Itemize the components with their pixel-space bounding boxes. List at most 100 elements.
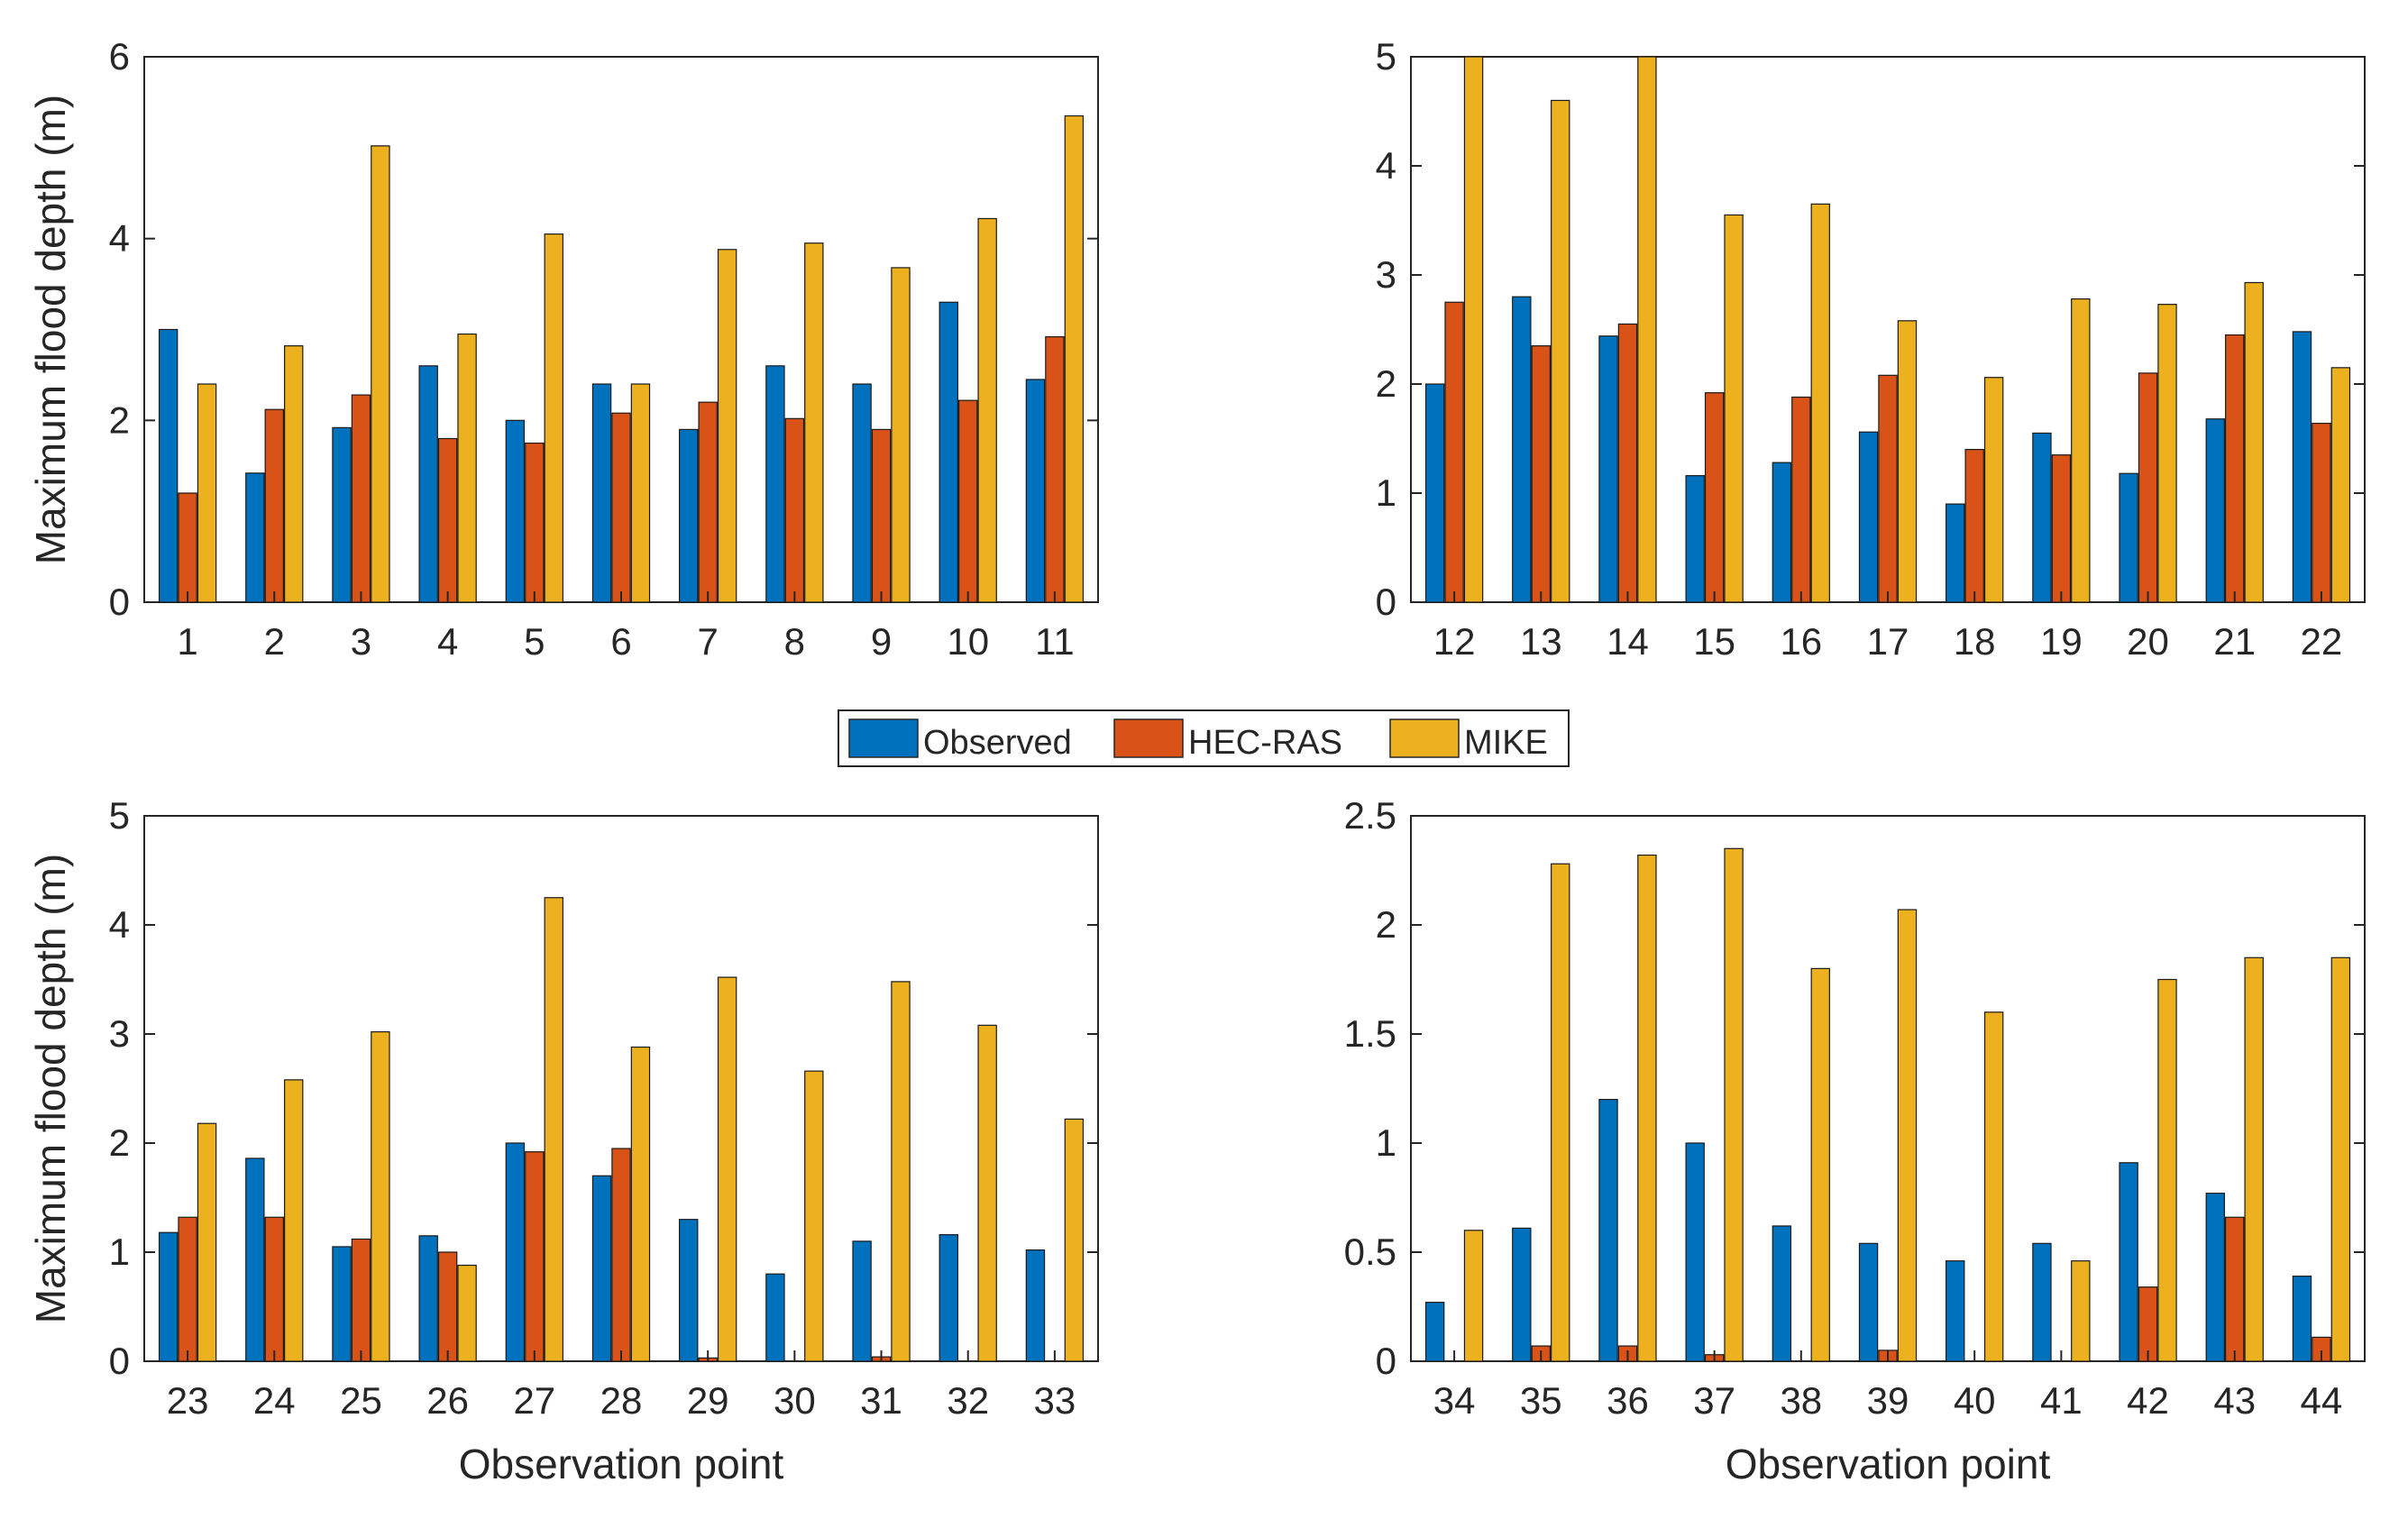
bar-observed-point-5 [505, 419, 526, 603]
x-tick-label-19: 19 [2040, 620, 2083, 663]
bar-mike-point-30 [804, 1070, 824, 1362]
x-tick-label-6: 6 [610, 620, 631, 663]
bar-mike-point-18 [1983, 377, 2004, 603]
x-tick-label-3: 3 [351, 620, 371, 663]
bar-hecras-point-5 [525, 442, 545, 603]
bar-hecras-point-11 [1045, 335, 1065, 603]
bar-observed-point-42 [2119, 1162, 2138, 1362]
bar-observed-point-14 [1598, 335, 1618, 603]
y-tick-label: 2 [1376, 362, 1396, 405]
bar-mike-point-42 [2157, 978, 2177, 1362]
x-tick-label-18: 18 [1954, 620, 1996, 663]
bar-mike-point-9 [891, 267, 911, 603]
bar-hecras-point-9 [871, 428, 892, 603]
bar-observed-point-21 [2205, 418, 2225, 603]
bar-hecras-point-19 [2051, 454, 2072, 603]
x-tick-label-7: 7 [698, 620, 719, 663]
bar-observed-point-12 [1424, 383, 1445, 603]
bar-observed-point-41 [2032, 1242, 2052, 1362]
bar-observed-point-32 [938, 1234, 958, 1362]
bar-mike-point-29 [717, 976, 737, 1362]
y-axis-label: Maximum flood depth (m) [27, 95, 74, 565]
bar-observed-point-4 [418, 365, 438, 603]
legend-label-mike: MIKE [1464, 724, 1548, 762]
x-tick-label-20: 20 [2127, 620, 2169, 663]
y-tick-label: 2.5 [1344, 794, 1396, 837]
bar-observed-point-24 [245, 1158, 265, 1362]
bar-observed-point-40 [1946, 1260, 1965, 1362]
bar-observed-point-34 [1424, 1302, 1445, 1362]
bar-observed-point-36 [1598, 1098, 1618, 1362]
bar-mike-point-8 [804, 242, 824, 603]
bar-observed-point-23 [158, 1231, 179, 1362]
legend-swatch-hecras [1113, 718, 1184, 758]
bar-hecras-point-20 [2138, 372, 2158, 603]
y-tick-label: 2 [109, 1121, 130, 1164]
y-tick-label: 1 [109, 1231, 130, 1273]
bar-mike-point-44 [2330, 956, 2351, 1362]
bar-hecras-point-8 [784, 417, 805, 603]
bar-mike-point-17 [1897, 320, 1918, 603]
bar-mike-point-43 [2244, 956, 2264, 1362]
bar-observed-point-1 [158, 328, 179, 603]
y-tick-label: 1.5 [1344, 1012, 1396, 1055]
y-tick-label: 0 [1376, 1340, 1396, 1382]
bar-hecras-point-23 [178, 1216, 197, 1362]
y-tick-label: 1 [1376, 1121, 1396, 1164]
bar-observed-point-28 [591, 1175, 612, 1362]
bar-hecras-point-25 [351, 1238, 371, 1362]
x-tick-label-30: 30 [774, 1379, 816, 1422]
bar-mike-point-38 [1810, 967, 1830, 1362]
bar-hecras-point-14 [1617, 323, 1638, 603]
x-axis-label: Observation point [1726, 1441, 2051, 1487]
bar-mike-point-12 [1463, 56, 1484, 603]
bar-observed-point-16 [1772, 462, 1792, 603]
x-tick-label-10: 10 [947, 620, 989, 663]
y-tick-label: 0 [1376, 581, 1396, 623]
bar-observed-point-9 [852, 383, 872, 603]
x-tick-label-17: 17 [1867, 620, 1909, 663]
x-tick-label-21: 21 [2213, 620, 2256, 663]
bar-observed-point-17 [1858, 431, 1879, 603]
bar-observed-point-2 [245, 472, 265, 603]
legend-swatch-observed [848, 718, 919, 758]
bar-observed-point-35 [1512, 1227, 1532, 1362]
x-tick-label-44: 44 [2301, 1379, 2343, 1422]
x-tick-label-26: 26 [426, 1379, 469, 1422]
legend-label-hecras: HEC-RAS [1188, 724, 1342, 762]
x-tick-label-38: 38 [1780, 1379, 1822, 1422]
y-tick-label: 0 [109, 1340, 130, 1382]
bar-mike-point-6 [630, 383, 651, 603]
bar-observed-point-18 [1946, 503, 1965, 603]
x-tick-label-28: 28 [600, 1379, 643, 1422]
bar-mike-point-24 [284, 1079, 304, 1362]
x-tick-label-1: 1 [177, 620, 197, 663]
bar-hecras-point-3 [351, 394, 371, 603]
bar-hecras-point-42 [2138, 1286, 2158, 1362]
bar-mike-point-34 [1463, 1230, 1484, 1362]
bar-mike-point-22 [2330, 367, 2351, 603]
x-tick-label-16: 16 [1780, 620, 1822, 663]
bar-mike-point-7 [717, 249, 737, 603]
bar-mike-point-26 [457, 1264, 477, 1362]
bar-mike-point-35 [1551, 863, 1570, 1362]
legend-label-observed: Observed [923, 724, 1072, 762]
bar-mike-point-36 [1637, 854, 1657, 1362]
bar-observed-point-27 [505, 1142, 526, 1362]
bar-observed-point-6 [591, 383, 612, 603]
bar-observed-point-10 [938, 301, 958, 603]
bar-hecras-point-15 [1704, 392, 1725, 603]
x-tick-label-13: 13 [1520, 620, 1562, 663]
bar-hecras-point-1 [178, 492, 197, 603]
x-tick-label-43: 43 [2213, 1379, 2256, 1422]
x-tick-label-14: 14 [1607, 620, 1649, 663]
bar-mike-point-33 [1064, 1118, 1085, 1362]
x-tick-label-37: 37 [1693, 1379, 1735, 1422]
y-tick-label: 4 [109, 903, 130, 946]
bar-mike-point-27 [544, 897, 563, 1362]
y-tick-label: 0.5 [1344, 1231, 1396, 1273]
bar-observed-point-37 [1685, 1142, 1705, 1362]
bar-observed-point-31 [852, 1240, 872, 1362]
bar-hecras-point-28 [611, 1148, 631, 1362]
bar-mike-point-4 [457, 333, 477, 603]
